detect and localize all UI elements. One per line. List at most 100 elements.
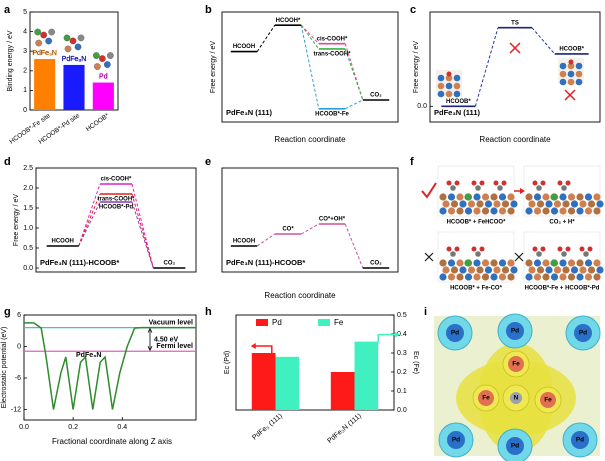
atom bbox=[576, 193, 584, 201]
connector bbox=[474, 27, 499, 107]
atom bbox=[579, 200, 587, 208]
x-tick-label: 0.0 bbox=[19, 424, 29, 431]
atom bbox=[574, 324, 592, 342]
y-axis-label: Electrostatic potential (eV) bbox=[1, 327, 8, 409]
atom bbox=[473, 273, 481, 281]
plot-frame bbox=[221, 11, 399, 123]
atom-label: Pd bbox=[511, 443, 519, 450]
atom bbox=[533, 259, 542, 267]
atom bbox=[467, 266, 476, 274]
atom bbox=[481, 273, 490, 281]
caption: HCOOB* + FeHCOO* bbox=[447, 220, 507, 226]
atom bbox=[506, 437, 524, 455]
connector bbox=[300, 25, 320, 109]
atom bbox=[439, 273, 447, 281]
atom bbox=[446, 246, 452, 252]
atom bbox=[576, 273, 584, 281]
atom bbox=[481, 259, 490, 267]
atom bbox=[456, 273, 464, 281]
atom bbox=[567, 70, 575, 78]
cluster-atom bbox=[48, 28, 56, 36]
atom bbox=[525, 193, 533, 201]
level-label: CO₂ bbox=[163, 261, 175, 267]
atom bbox=[476, 266, 484, 274]
panel-letter: h bbox=[205, 306, 212, 318]
cluster-atom bbox=[35, 39, 43, 47]
connector bbox=[131, 201, 154, 269]
atom bbox=[490, 259, 498, 267]
connector bbox=[344, 99, 364, 110]
reference-label: Fermi level bbox=[156, 343, 193, 350]
cluster-atom bbox=[106, 52, 114, 59]
y-tick-label: 6 bbox=[17, 312, 21, 319]
level-label: TS bbox=[511, 20, 519, 26]
atom bbox=[565, 246, 571, 252]
level-label: CO*+OH* bbox=[319, 217, 346, 223]
connector bbox=[300, 24, 320, 45]
atom bbox=[498, 193, 507, 201]
y-tick-label: 2 bbox=[23, 68, 27, 75]
atom bbox=[536, 185, 542, 191]
atom bbox=[437, 82, 445, 90]
y-tick-label: 0 bbox=[17, 343, 21, 350]
atom bbox=[464, 273, 473, 281]
atom bbox=[439, 193, 447, 201]
atom bbox=[545, 200, 553, 208]
cross-mark bbox=[424, 252, 434, 262]
atom bbox=[559, 207, 567, 215]
y-axis-label: Free energy / eV bbox=[210, 41, 217, 93]
connector bbox=[78, 183, 101, 247]
y-tick-label: 3 bbox=[23, 48, 27, 55]
x-axis-label: Reaction coordinate bbox=[274, 135, 346, 144]
inset-label: PdFe₃N (111)-HCOOB* bbox=[226, 258, 305, 267]
atom bbox=[450, 251, 456, 257]
atom bbox=[473, 207, 481, 215]
atom bbox=[464, 259, 472, 267]
atom bbox=[532, 180, 538, 186]
connector bbox=[78, 201, 101, 247]
atom bbox=[536, 251, 542, 257]
atom bbox=[542, 273, 550, 281]
atom bbox=[475, 251, 481, 257]
atom bbox=[533, 273, 542, 281]
y-tick-label: 0.0 bbox=[397, 407, 407, 414]
atom bbox=[567, 273, 576, 281]
atom bbox=[575, 70, 583, 78]
atom bbox=[584, 193, 593, 201]
y-tick-label: 1 bbox=[23, 87, 27, 94]
atom bbox=[459, 200, 467, 208]
atom bbox=[447, 431, 465, 449]
atom bbox=[525, 273, 533, 281]
atom bbox=[525, 207, 533, 215]
atom bbox=[561, 251, 567, 257]
level-label: trans-COOH* bbox=[97, 197, 135, 203]
caption: HCOOB* + Fe-CO* bbox=[450, 286, 503, 292]
legend-swatch bbox=[318, 319, 330, 326]
arrow-head bbox=[395, 331, 401, 338]
plot-frame bbox=[35, 167, 197, 273]
atom bbox=[510, 392, 522, 404]
atom bbox=[533, 207, 542, 215]
connector bbox=[131, 183, 154, 269]
atom bbox=[550, 207, 559, 215]
atom bbox=[447, 273, 456, 281]
cluster-atom bbox=[74, 43, 82, 51]
atom bbox=[584, 207, 593, 215]
atom bbox=[587, 266, 596, 274]
bar bbox=[275, 356, 300, 410]
level-label: HCOOH bbox=[233, 44, 255, 50]
atom bbox=[587, 246, 593, 252]
atom bbox=[568, 59, 574, 65]
connector bbox=[256, 24, 276, 52]
connector bbox=[300, 223, 320, 235]
y-axis-label: Ec (Pd) bbox=[224, 351, 231, 374]
atom bbox=[501, 180, 507, 186]
annotation: 4.50 eV bbox=[154, 336, 178, 343]
atom bbox=[471, 246, 477, 252]
cluster-atom bbox=[45, 37, 53, 45]
atom bbox=[593, 259, 601, 267]
bar bbox=[63, 64, 85, 110]
level-label: HCOOB* bbox=[446, 99, 471, 105]
panel-letter: c bbox=[410, 4, 416, 16]
